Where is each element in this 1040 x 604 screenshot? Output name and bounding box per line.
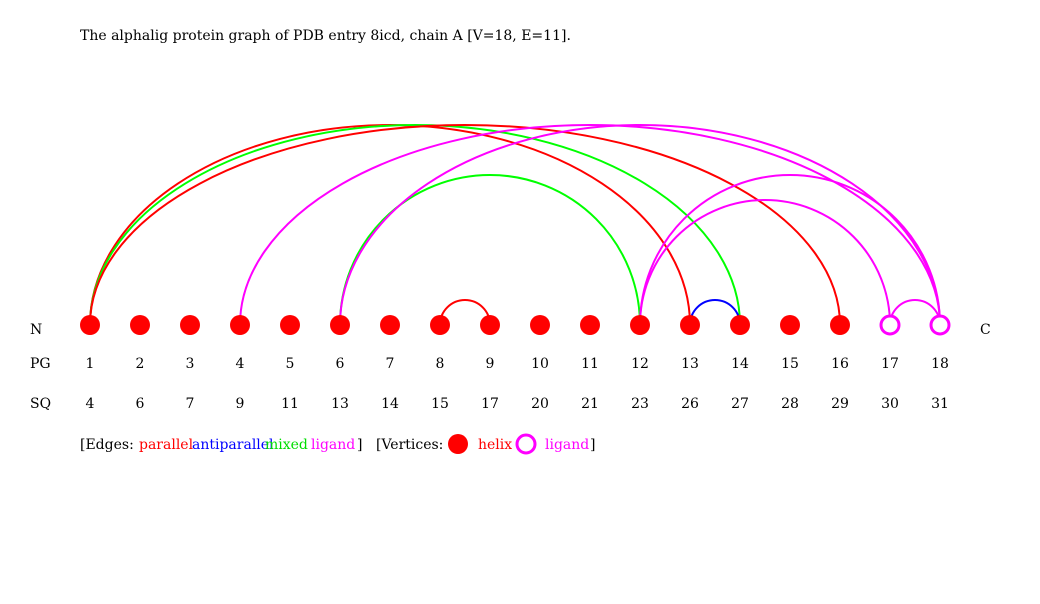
pg-label-8: 8 — [436, 356, 445, 372]
edge-mixed-6-12 — [339, 174, 641, 326]
pg-label-16: 16 — [831, 356, 849, 372]
n-terminus-label: N — [30, 322, 42, 338]
edge-parallel-1-13 — [89, 124, 691, 326]
sq-label-16: 29 — [831, 396, 849, 412]
pg-index-row: 1 2 3 4 5 6 7 8 9 10 11 12 13 14 15 16 17 18 — [86, 356, 949, 372]
sq-label-7: 14 — [381, 396, 399, 412]
legend-ligand-vertex: ligand — [545, 437, 589, 453]
sq-label-10: 20 — [531, 396, 549, 412]
vertex-helix-13 — [680, 315, 700, 335]
edge-ligand-4-18 — [239, 124, 941, 326]
sq-label-9: 17 — [481, 396, 499, 412]
edge-mixed-1-14 — [89, 124, 741, 326]
legend-edges-prefix: [Edges: — [80, 437, 134, 453]
sq-label-12: 23 — [631, 396, 649, 412]
legend-ligand-vertex-icon — [515, 433, 537, 455]
pg-label-1: 1 — [86, 356, 95, 372]
pg-label-10: 10 — [531, 356, 549, 372]
vertex-helix-11 — [580, 315, 600, 335]
sq-label-18: 31 — [931, 396, 949, 412]
vertex-helix-6 — [330, 315, 350, 335]
legend-helix-vertex-icon — [448, 434, 468, 454]
pg-label-11: 11 — [581, 356, 599, 372]
edge-antiparallel-13-14 — [689, 299, 741, 326]
sq-row-label: SQ — [30, 396, 51, 412]
vertex-helix-12 — [630, 315, 650, 335]
legend-mixed: mixed — [265, 437, 308, 453]
vertex-ligand-18 — [929, 314, 951, 336]
vertex-helix-16 — [830, 315, 850, 335]
edge-ligand-6-18 — [339, 124, 941, 326]
edge-parallel-8-9 — [439, 299, 491, 326]
pg-row-label: PG — [30, 356, 51, 372]
vertex-helix-4 — [230, 315, 250, 335]
pg-label-4: 4 — [236, 356, 245, 372]
sq-label-17: 30 — [881, 396, 899, 412]
sq-label-6: 13 — [331, 396, 349, 412]
sq-label-13: 26 — [681, 396, 699, 412]
edge-ligand-12-17 — [639, 199, 891, 326]
edge-parallel-1-16 — [89, 124, 841, 326]
pg-label-2: 2 — [136, 356, 145, 372]
legend-vertices-prefix: [Vertices: — [376, 437, 443, 453]
sq-label-4: 9 — [236, 396, 245, 412]
vertex-layer — [80, 314, 951, 336]
vertex-helix-7 — [380, 315, 400, 335]
sq-label-5: 11 — [281, 396, 299, 412]
pg-label-18: 18 — [931, 356, 949, 372]
pg-label-5: 5 — [286, 356, 295, 372]
c-terminus-label: C — [980, 322, 991, 338]
pg-label-17: 17 — [881, 356, 899, 372]
pg-label-12: 12 — [631, 356, 649, 372]
legend-vertices-suffix: ] — [590, 437, 595, 453]
edge-layer — [89, 124, 941, 326]
legend-edges-suffix: ] — [357, 437, 362, 453]
sq-label-8: 15 — [431, 396, 449, 412]
legend-parallel: parallel — [139, 437, 194, 453]
sq-label-11: 21 — [581, 396, 599, 412]
vertex-helix-1 — [80, 315, 100, 335]
vertex-helix-5 — [280, 315, 300, 335]
sq-label-14: 27 — [731, 396, 749, 412]
legend: [Edges: parallel antiparallel mixed liga… — [80, 433, 595, 455]
legend-antiparallel: antiparallel — [192, 437, 274, 453]
sq-label-3: 7 — [186, 396, 195, 412]
vertex-helix-10 — [530, 315, 550, 335]
legend-ligand: ligand — [311, 437, 355, 453]
pg-label-14: 14 — [731, 356, 749, 372]
vertex-helix-8 — [430, 315, 450, 335]
sq-label-2: 6 — [136, 396, 145, 412]
sq-index-row: 4 6 7 9 11 13 14 15 17 20 21 23 26 27 28 29 30 31 — [86, 396, 949, 412]
pg-label-6: 6 — [336, 356, 345, 372]
vertex-helix-14 — [730, 315, 750, 335]
vertex-helix-15 — [780, 315, 800, 335]
vertex-helix-3 — [180, 315, 200, 335]
sq-label-15: 28 — [781, 396, 799, 412]
sq-label-1: 4 — [86, 396, 95, 412]
pg-label-3: 3 — [186, 356, 195, 372]
edge-ligand-12-18 — [639, 174, 941, 326]
vertex-helix-9 — [480, 315, 500, 335]
graph-title: The alphalig protein graph of PDB entry … — [80, 28, 571, 44]
vertex-helix-2 — [130, 315, 150, 335]
pg-label-13: 13 — [681, 356, 699, 372]
vertex-ligand-17 — [879, 314, 901, 336]
pg-label-7: 7 — [386, 356, 395, 372]
pg-label-9: 9 — [486, 356, 495, 372]
pg-label-15: 15 — [781, 356, 799, 372]
legend-helix: helix — [478, 437, 512, 453]
